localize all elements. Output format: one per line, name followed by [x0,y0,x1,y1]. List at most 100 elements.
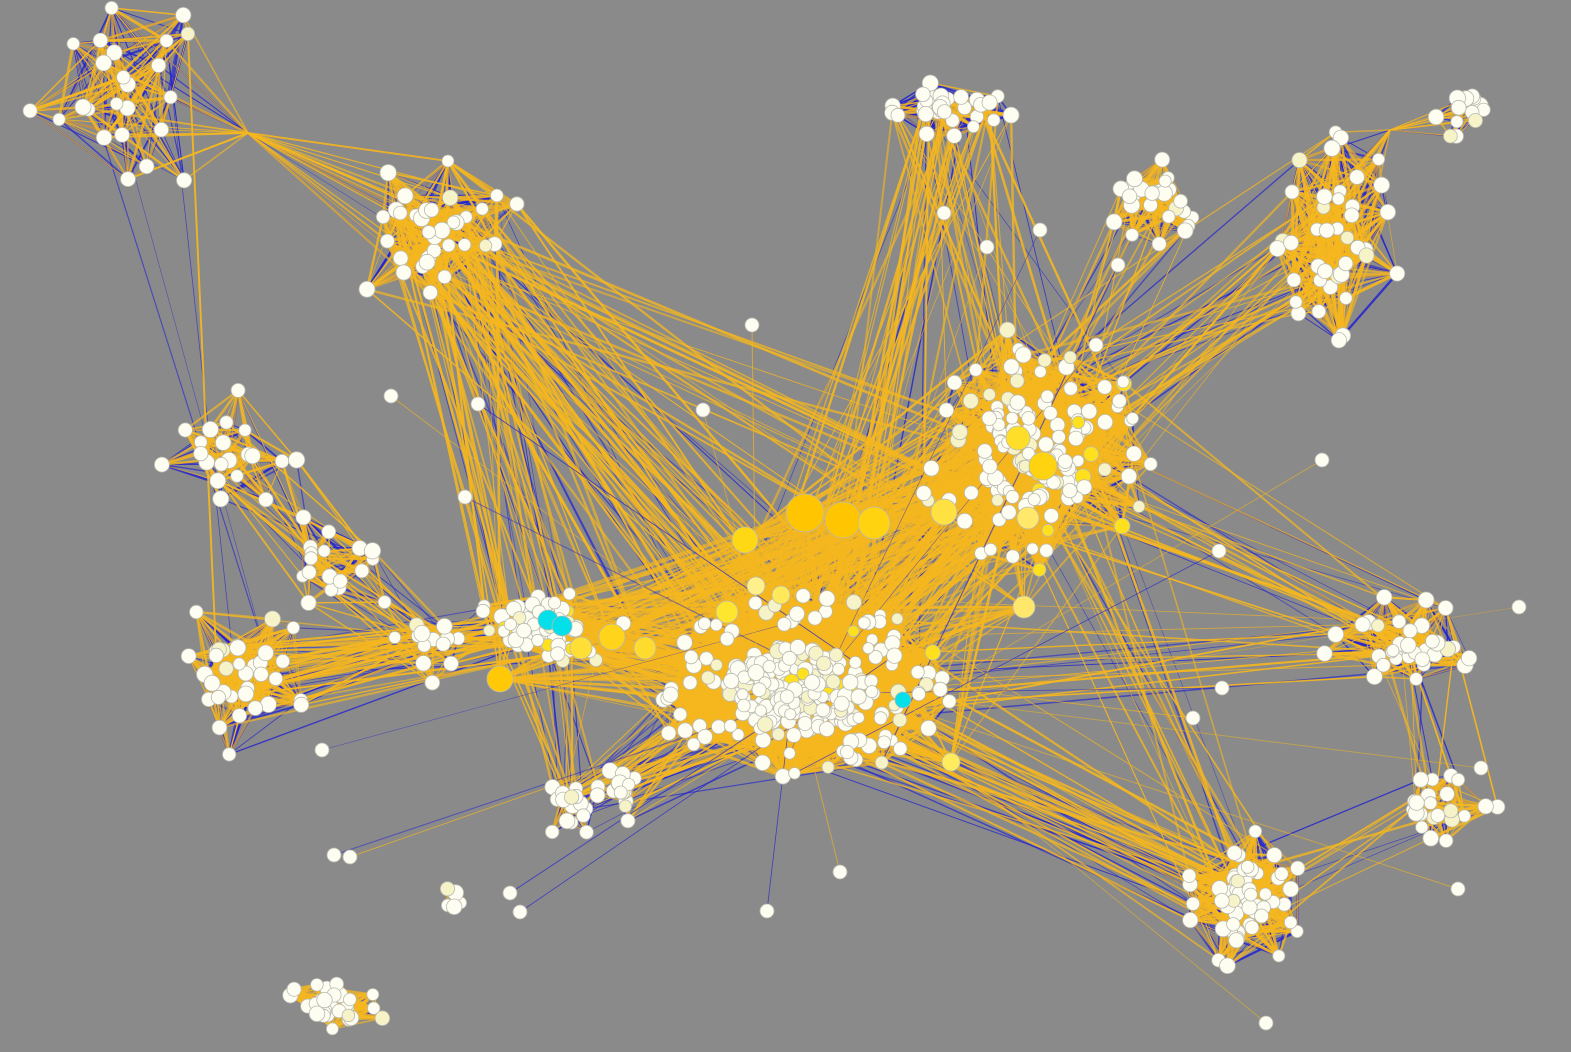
graph-node[interactable] [151,57,167,74]
graph-node[interactable] [1430,808,1446,823]
graph-node[interactable] [754,754,771,772]
graph-node[interactable] [815,702,831,718]
graph-node[interactable] [1322,279,1339,295]
graph-node[interactable] [808,645,824,661]
hub-graph-node[interactable] [569,636,593,660]
graph-node[interactable] [395,264,412,281]
hub-graph-node[interactable] [1005,425,1031,451]
graph-node[interactable] [1003,358,1020,375]
graph-node[interactable] [1266,847,1283,864]
graph-node[interactable] [968,363,983,377]
graph-node[interactable] [915,485,932,502]
graph-node[interactable] [237,685,255,703]
graph-node[interactable] [1417,591,1435,609]
graph-node[interactable] [415,655,432,672]
graph-node[interactable] [1120,468,1138,485]
graph-node[interactable] [443,655,459,672]
graph-node[interactable] [1272,949,1286,963]
graph-node[interactable] [212,490,230,508]
graph-node[interactable] [1063,381,1078,396]
isolated-graph-node[interactable] [936,205,952,221]
graph-node[interactable] [308,1005,326,1023]
graph-node[interactable] [95,129,113,146]
graph-node[interactable] [723,719,738,733]
isolated-graph-node[interactable] [695,402,711,418]
graph-node[interactable] [981,94,998,111]
graph-node[interactable] [589,787,606,804]
hub-graph-node[interactable] [1012,595,1036,619]
graph-node[interactable] [286,621,301,635]
graph-node[interactable] [999,321,1016,339]
graph-node[interactable] [1113,517,1131,535]
graph-node[interactable] [516,622,532,639]
graph-node[interactable] [478,239,493,253]
graph-node[interactable] [1400,637,1417,654]
graph-node[interactable] [545,824,560,840]
graph-node[interactable] [946,127,963,144]
graph-node[interactable] [1244,920,1260,935]
graph-node[interactable] [367,1001,381,1015]
graph-node[interactable] [956,512,973,530]
graph-node[interactable] [852,711,865,724]
isolated-graph-node[interactable] [832,864,848,880]
graph-node[interactable] [754,704,767,717]
graph-node[interactable] [795,588,811,604]
graph-node[interactable] [209,472,227,490]
graph-node[interactable] [697,616,712,631]
graph-node[interactable] [1332,192,1346,206]
graph-node[interactable] [1389,265,1406,282]
hub-graph-node[interactable] [731,526,759,554]
graph-node[interactable] [951,423,969,441]
highlighted-graph-node[interactable] [551,615,573,637]
graph-node[interactable] [1116,375,1130,389]
graph-node[interactable] [981,458,998,475]
graph-node[interactable] [180,26,196,42]
graph-node[interactable] [1274,866,1289,881]
graph-node[interactable] [1437,600,1454,616]
graph-node[interactable] [1051,429,1066,444]
graph-node[interactable] [1338,255,1354,272]
graph-node[interactable] [1425,633,1440,649]
graph-node[interactable] [138,158,155,175]
graph-node[interactable] [1121,188,1138,205]
graph-node[interactable] [363,542,382,560]
graph-node[interactable] [845,594,862,611]
graph-node[interactable] [1290,924,1304,939]
graph-node[interactable] [177,422,193,438]
graph-node[interactable] [697,728,713,745]
graph-node[interactable] [1379,203,1397,221]
graph-node[interactable] [1402,623,1418,639]
graph-node[interactable] [1450,99,1467,116]
graph-node[interactable] [784,708,797,721]
graph-node[interactable] [388,631,402,644]
graph-node[interactable] [1408,794,1425,811]
graph-node[interactable] [1026,542,1039,556]
graph-node[interactable] [1327,626,1345,643]
hub-graph-node[interactable] [598,623,626,651]
isolated-graph-node[interactable] [1473,760,1489,776]
graph-node[interactable] [1468,113,1484,129]
graph-node[interactable] [924,644,941,661]
graph-node[interactable] [1438,833,1454,848]
graph-node[interactable] [423,202,440,218]
graph-node[interactable] [1081,403,1098,420]
graph-node[interactable] [828,647,844,663]
graph-node[interactable] [699,651,714,666]
graph-node[interactable] [490,188,504,203]
graph-node[interactable] [796,667,810,681]
graph-node[interactable] [214,457,229,472]
graph-node[interactable] [1009,373,1025,389]
graph-node[interactable] [1376,657,1391,673]
graph-node[interactable] [286,981,302,997]
graph-node[interactable] [1415,820,1429,834]
graph-node[interactable] [1375,589,1393,606]
graph-node[interactable] [325,1022,339,1036]
graph-node[interactable] [1001,504,1017,521]
graph-node[interactable] [301,564,317,580]
graph-node[interactable] [1181,868,1197,883]
graph-node[interactable] [774,768,792,785]
graph-node[interactable] [676,634,693,651]
graph-node[interactable] [748,595,763,611]
graph-node[interactable] [562,587,576,601]
